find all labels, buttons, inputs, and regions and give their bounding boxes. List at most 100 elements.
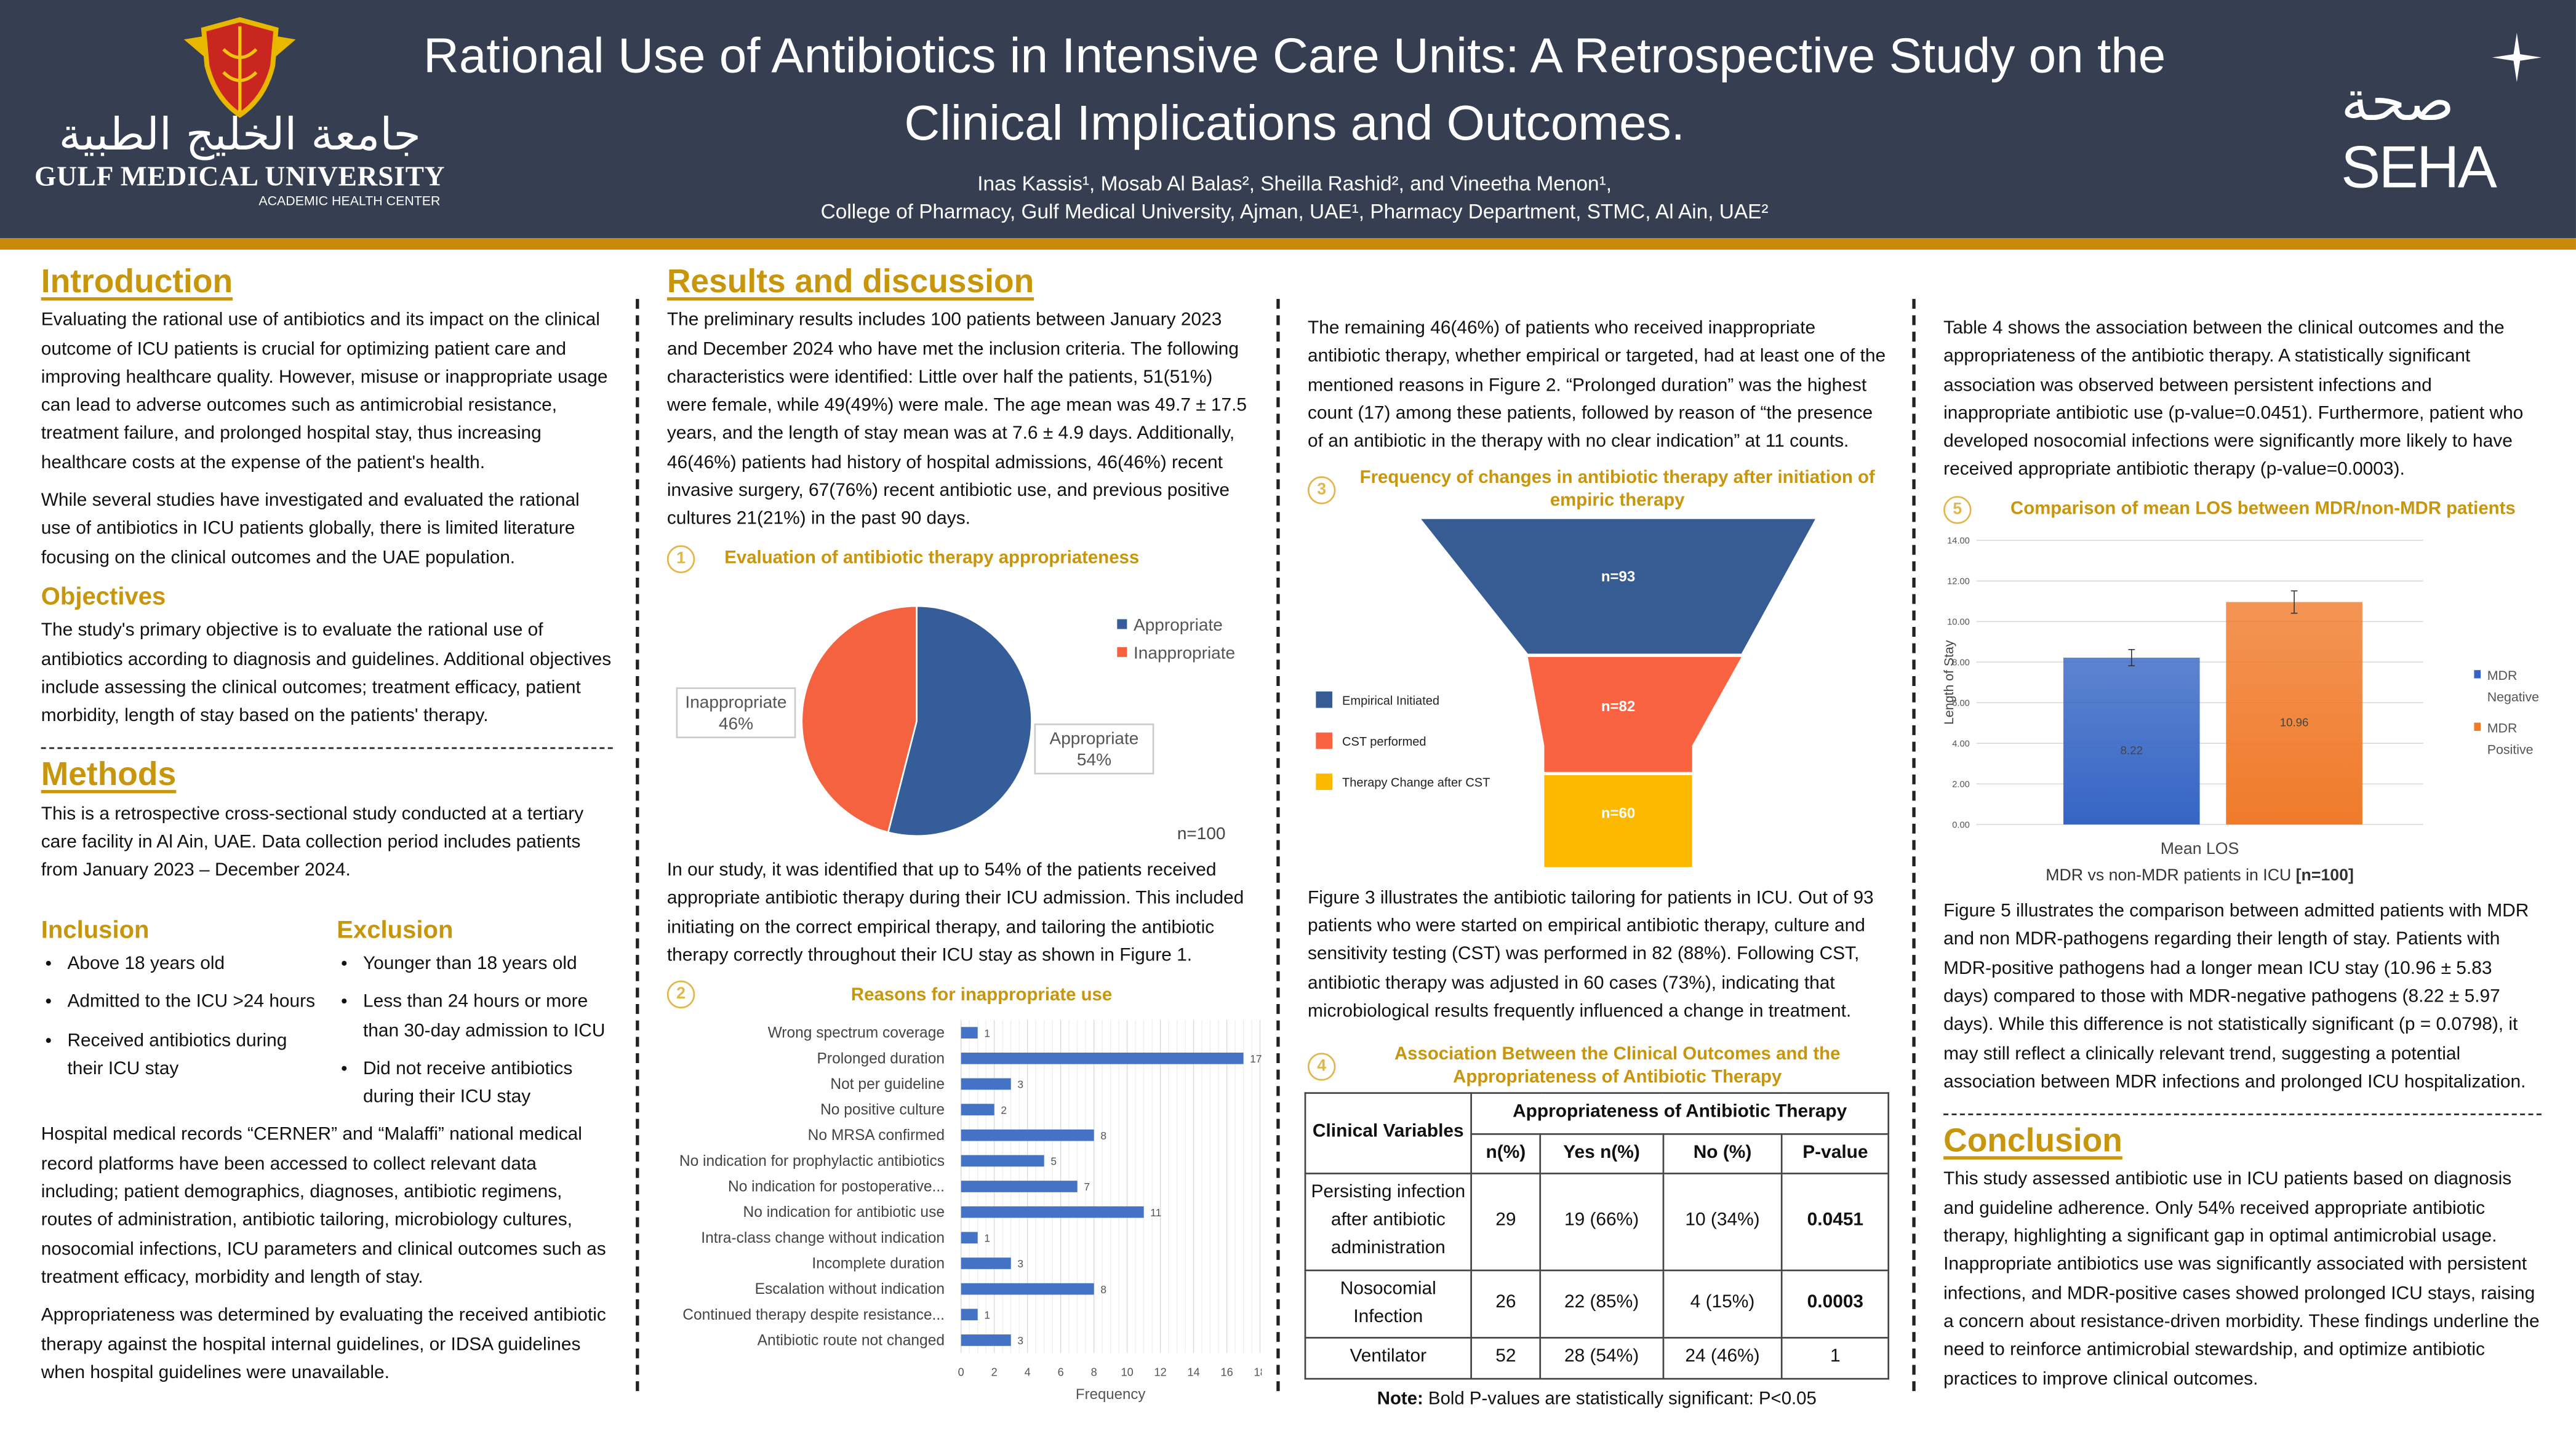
category-label: Incomplete duration	[812, 1256, 945, 1272]
category-label: Not per guideline	[830, 1076, 945, 1093]
data-label: 1	[984, 1309, 990, 1321]
bar-mdr-negative	[2063, 657, 2200, 824]
cell-variable: Nosocomial Infection	[1304, 1269, 1472, 1339]
chart-title: Evaluation of antibiotic therapy appropr…	[724, 549, 1140, 569]
table-row: Nosocomial Infection 26 22 (85%) 4 (15%) 0.0…	[1304, 1269, 1890, 1339]
y-tick-label: 10.00	[1947, 617, 1970, 627]
inclusion-criteria: Inclusion Above 18 years old Admitted to …	[41, 916, 317, 1123]
introduction-paragraph: While several studies have investigated …	[41, 491, 580, 568]
conclusion-paragraph: This study assessed antibiotic use in IC…	[1943, 1170, 2540, 1389]
table-row: Ventilator 52 28 (54%) 24 (46%) 1	[1304, 1337, 1890, 1379]
bar	[961, 1258, 1011, 1270]
cell-yes: 22 (85%)	[1539, 1269, 1664, 1339]
objectives-heading: Objectives	[41, 583, 166, 612]
y-tick-label: 6.00	[1952, 698, 1970, 708]
data-label: 3	[1017, 1258, 1023, 1270]
bar	[961, 1181, 1078, 1193]
column-divider	[636, 298, 639, 1392]
results-paragraph: The remaining 46(46%) of patients who re…	[1308, 318, 1886, 452]
y-tick-label: 12.00	[1947, 576, 1970, 586]
criteria: Inclusion Above 18 years old Admitted to …	[41, 916, 613, 1123]
poster-header: جامعة الخليج الطبية GULF MEDICAL UNIVERS…	[0, 0, 2576, 239]
x-tick-label: 16	[1221, 1366, 1233, 1379]
section-divider	[41, 747, 613, 750]
cell-p: 0.0003	[1781, 1269, 1890, 1339]
category-label: No indication for antibiotic use	[743, 1205, 945, 1221]
x-tick-label: 18	[1254, 1366, 1262, 1379]
gmu-arabic-name: جامعة الخليج الطبية	[58, 110, 421, 161]
results-paragraph: In our study, it was identified that up …	[666, 860, 1244, 966]
funnel-stage	[1527, 658, 1742, 773]
legend-swatch	[1316, 692, 1333, 709]
cell-yes: 19 (66%)	[1539, 1172, 1664, 1271]
category-label: No indication for postoperative...	[728, 1179, 945, 1195]
gmu-english-name: GULF MEDICAL UNIVERSITY	[34, 161, 446, 193]
x-tick-label: 12	[1154, 1366, 1167, 1379]
legend-swatch	[2474, 669, 2481, 678]
cell-p: 1	[1781, 1337, 1890, 1379]
data-label: 1	[984, 1232, 990, 1245]
data-label: 2	[1001, 1104, 1007, 1117]
table-row: Persisting infection after antibiotic ad…	[1304, 1172, 1890, 1271]
header-yes: Yes n(%)	[1539, 1132, 1664, 1174]
figure-number: 3	[1308, 476, 1336, 504]
chart-title: Comparison of mean LOS between MDR/non-M…	[2010, 500, 2516, 520]
legend-swatch	[1316, 733, 1333, 750]
error-bar	[2290, 590, 2298, 613]
x-axis-label: Frequency	[1076, 1386, 1145, 1403]
figure-number: 2	[666, 981, 695, 1009]
column-divider	[1276, 298, 1280, 1392]
x-tick-label: 14	[1188, 1366, 1200, 1379]
category-label: Intra-class change without indication	[701, 1230, 945, 1246]
y-tick-label: 8.00	[1952, 658, 1970, 668]
funnel-stage	[1544, 776, 1692, 868]
exclusion-item: Less than 24 hours or more than 30-day a…	[363, 989, 613, 1046]
note-label: Note:	[1377, 1389, 1423, 1409]
category-label: No MRSA confirmed	[808, 1128, 945, 1144]
note-text: Bold P-values are statistically signific…	[1423, 1389, 1817, 1409]
exclusion-list: Younger than 18 years old Less than 24 ho…	[337, 951, 612, 1113]
error-bar	[2128, 648, 2135, 666]
category-label: Wrong spectrum coverage	[768, 1025, 945, 1042]
bar	[961, 1130, 1094, 1141]
affiliations: College of Pharmacy, Gulf Medical Univer…	[820, 200, 1769, 224]
methods-heading: Methods	[41, 757, 177, 794]
table-note: Note: Bold P-values are statistically si…	[1308, 1385, 1886, 1414]
chart-title: Reasons for inappropriate use	[850, 984, 1113, 1005]
x-tick-label: 4	[1025, 1366, 1031, 1379]
pie-chart: Appropriate 54% Inappropriate 46% Appropriat…	[676, 604, 1235, 842]
bar	[961, 1309, 978, 1321]
data-label: 8	[1100, 1283, 1106, 1296]
legend-label: Appropriate	[1134, 615, 1223, 634]
horizontal-bar-chart: Wrong spectrum coverage 1 Prolonged durati…	[679, 1020, 1266, 1403]
data-label: 3	[1017, 1078, 1023, 1091]
label-text: Appropriate	[1050, 728, 1139, 747]
exclusion-heading: Exclusion	[337, 915, 454, 944]
figure-3-title: 3 Frequency of changes in antibiotic ther…	[1308, 467, 1886, 513]
x-tick-label: 10	[1121, 1366, 1134, 1379]
data-label: 8	[1100, 1130, 1106, 1142]
methods-paragraph: This is a retrospective cross-sectional …	[41, 804, 584, 881]
seha-english: SEHA	[2341, 133, 2497, 201]
pie-label-inappropriate: Inappropriate 46%	[676, 687, 796, 738]
data-label: 1	[984, 1027, 990, 1040]
cell-no: 24 (46%)	[1662, 1337, 1783, 1379]
y-tick-label: 2.00	[1952, 779, 1970, 789]
figure-number: 5	[1943, 495, 1972, 524]
category-label: Escalation without indication	[755, 1282, 945, 1298]
data-label: 7	[1084, 1181, 1090, 1194]
x-tick-label: 0	[958, 1366, 964, 1379]
figure-2-title: 2 Reasons for inappropriate use	[666, 981, 1255, 1009]
authors: Inas Kassis¹, Mosab Al Balas², Sheilla R…	[977, 172, 1612, 196]
figure-1-title: 1 Evaluation of antibiotic therapy approp…	[666, 544, 1255, 573]
data-label: 17	[1250, 1053, 1262, 1065]
cell-no: 4 (15%)	[1662, 1269, 1783, 1339]
funnel-label: n=93	[1601, 569, 1635, 586]
cell-no: 10 (34%)	[1662, 1172, 1783, 1271]
table-number: 4	[1308, 1052, 1336, 1080]
cell-n: 52	[1470, 1337, 1542, 1379]
cell-n: 26	[1470, 1269, 1542, 1339]
inclusion-item: Received antibiotics during their ICU st…	[67, 1027, 317, 1084]
legend-label: MDR	[2487, 720, 2518, 735]
x-axis-label: MDR vs non-MDR patients in ICU [n=100]	[2046, 865, 2354, 883]
